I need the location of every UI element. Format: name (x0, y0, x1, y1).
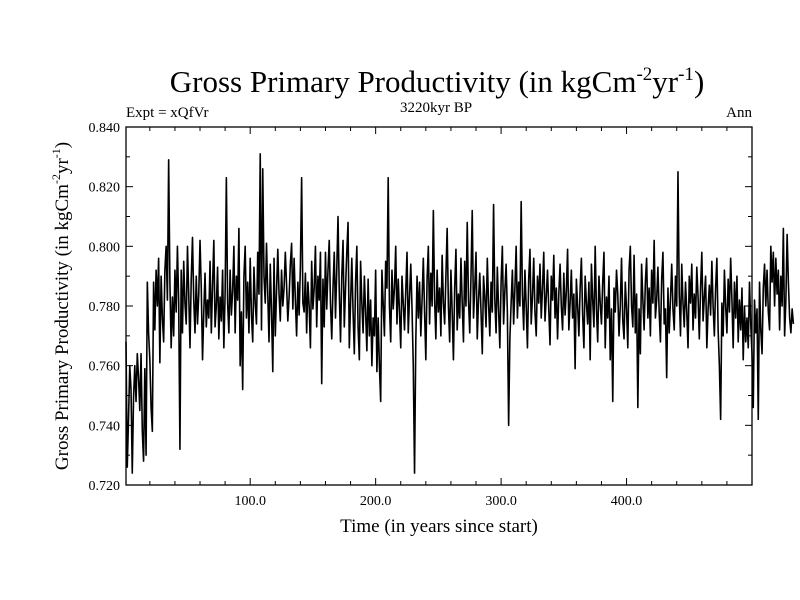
season-label: Ann (726, 105, 752, 121)
chart-title-main: Gross Primary Productivity (in kgCm (170, 64, 637, 99)
chart-title-sup1: -2 (636, 64, 652, 85)
x-axis: 100.0 200.0 300.0 400.0 (149, 127, 728, 509)
chart-title-end: ) (694, 64, 704, 99)
y-tick-label: 0.820 (89, 181, 121, 196)
y-tick-label: 0.780 (89, 300, 121, 315)
x-tick-label: 200.0 (360, 494, 392, 509)
chart-title-sup2: -1 (678, 64, 694, 85)
y-axis-label-mid: yr (52, 158, 73, 175)
period-label: 3220kyr BP (400, 100, 472, 116)
gpp-series-line (125, 153, 795, 474)
x-tick-label: 400.0 (611, 494, 643, 509)
experiment-label: Expt = xQfVr (126, 105, 209, 121)
y-tick-label: 0.720 (89, 479, 121, 494)
y-axis-label-sup1: -2 (49, 174, 63, 184)
y-axis-label-end: ) (52, 142, 73, 148)
x-axis-label: Time (in years since start) (340, 516, 538, 537)
y-axis: 0.720 0.740 0.760 0.780 0.800 0.820 0.840 (89, 121, 752, 494)
y-tick-label: 0.800 (89, 240, 121, 255)
chart-title: Gross Primary Productivity (in kgCm-2yr-… (170, 64, 705, 99)
x-tick-label: 300.0 (485, 494, 517, 509)
y-tick-label: 0.840 (89, 121, 121, 136)
y-tick-label: 0.760 (89, 360, 121, 375)
chart-title-mid: yr (652, 64, 679, 99)
y-axis-label-main: Gross Primary Productivity (in kgCm (52, 184, 73, 470)
y-axis-label-sup2: -1 (49, 148, 63, 158)
x-tick-label: 100.0 (234, 494, 266, 509)
y-tick-label: 0.740 (89, 419, 121, 434)
y-axis-label: Gross Primary Productivity (in kgCm-2yr-… (49, 142, 73, 470)
